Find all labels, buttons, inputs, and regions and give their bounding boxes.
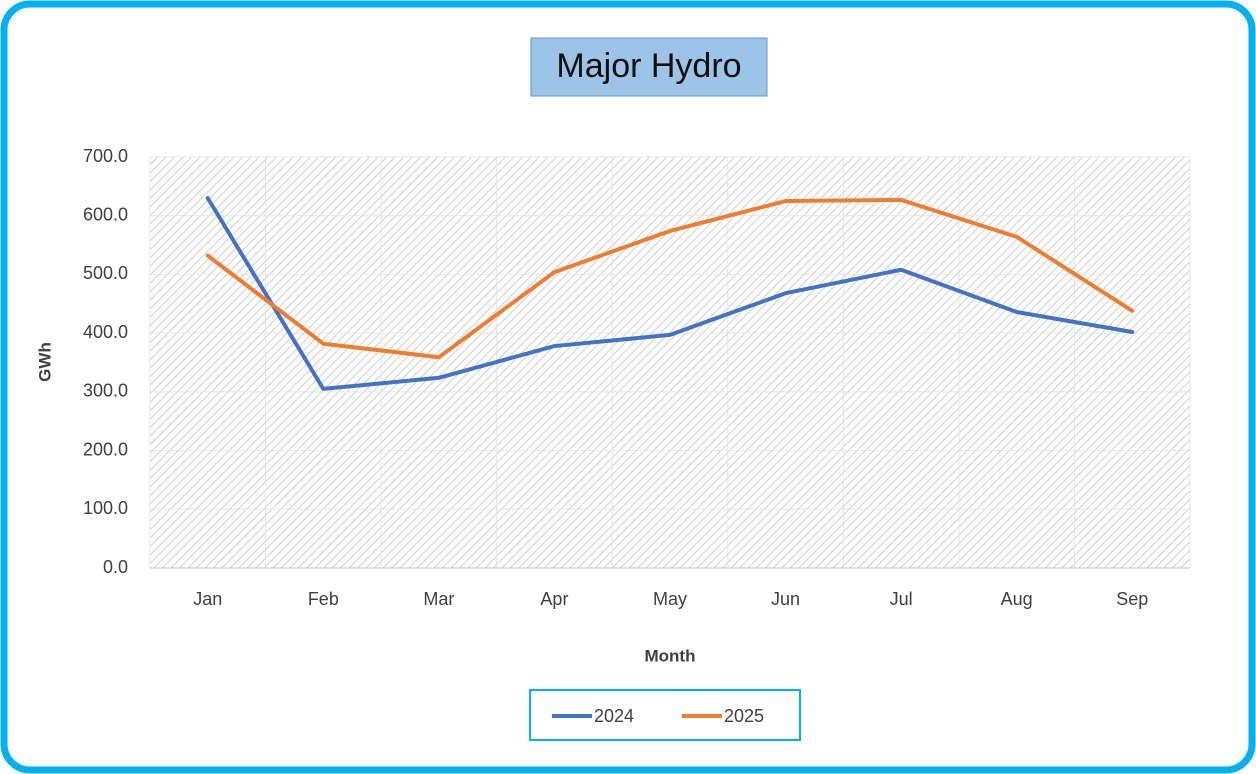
y-tick-label: 300.0 (83, 381, 128, 401)
series-line (205, 197, 1135, 360)
y-tick-label: 0.0 (103, 557, 128, 577)
y-tick-label: 600.0 (83, 204, 128, 224)
legend-label: 2025 (724, 706, 764, 726)
x-tick-label: May (653, 589, 687, 609)
y-axis-label: GWh (35, 342, 54, 382)
x-tick-label: Jul (890, 589, 913, 609)
title-box (530, 37, 768, 97)
x-tick-label: Aug (1001, 589, 1033, 609)
x-tick-label: Apr (540, 589, 568, 609)
y-tick-label: 100.0 (83, 498, 128, 518)
x-tick-label: Jun (771, 589, 800, 609)
y-tick-label: 700.0 (83, 146, 128, 166)
plot-area (150, 157, 1190, 568)
legend-box (529, 689, 801, 741)
y-tick-label: 200.0 (83, 439, 128, 459)
x-tick-label: Feb (308, 589, 339, 609)
series-line (205, 196, 1135, 391)
y-tick-label: 500.0 (83, 263, 128, 283)
x-tick-label: Mar (423, 589, 454, 609)
legend-label: 2024 (594, 706, 634, 726)
x-tick-label: Sep (1116, 589, 1148, 609)
x-tick-label: Jan (193, 589, 222, 609)
y-tick-label: 400.0 (83, 322, 128, 342)
x-axis-label: Month (645, 646, 696, 665)
chart-title: Major Hydro (556, 47, 741, 85)
